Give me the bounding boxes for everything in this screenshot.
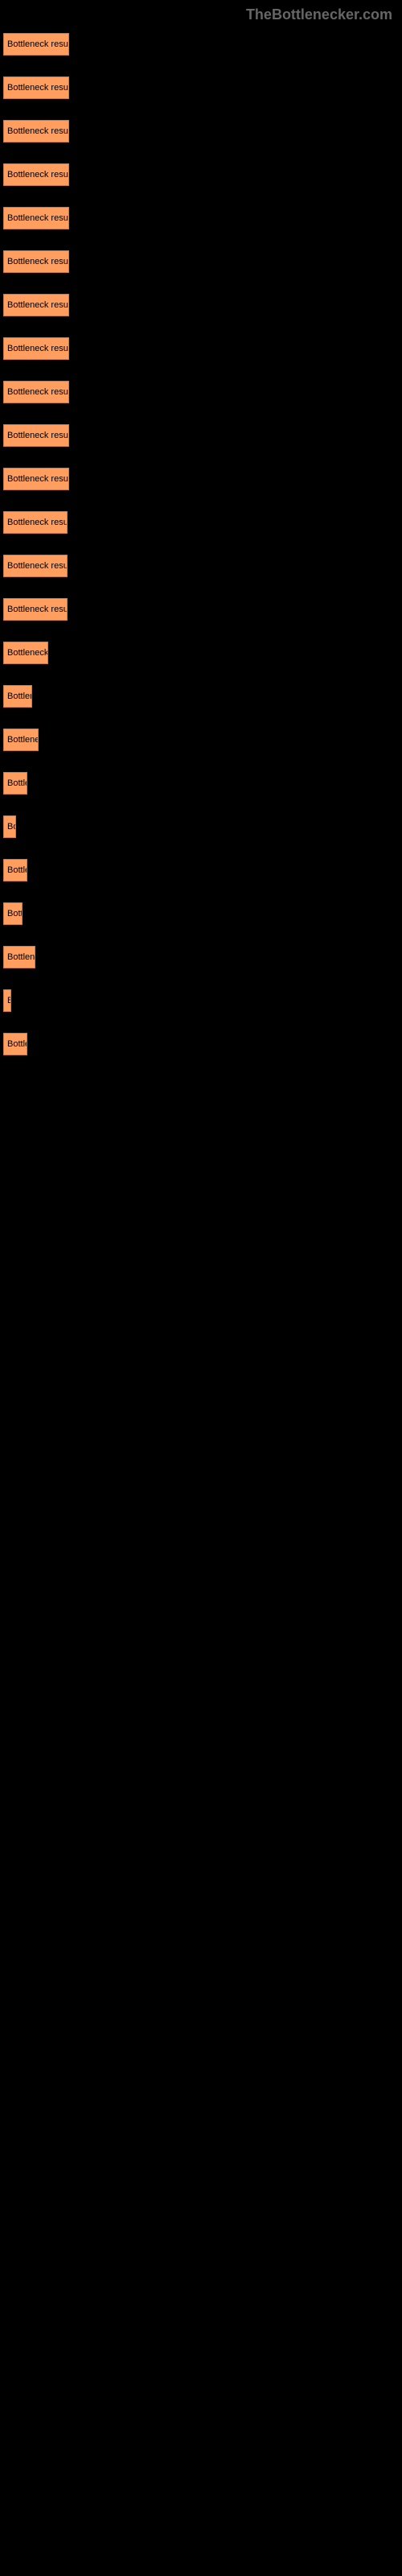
bar-row: Bottle [3, 859, 399, 881]
chart-bar: Bottleneck result [3, 33, 69, 56]
bar-label: Bottleneck result [7, 170, 69, 180]
bar-label: Bottleneck result [7, 518, 68, 527]
bar-row: Bottle [3, 1033, 399, 1055]
bar-label: Bottleneck result [7, 126, 69, 136]
bar-row: Bottleneck result [3, 207, 399, 229]
bar-row: Bottleneck [3, 729, 399, 751]
bar-row: Bo [3, 815, 399, 838]
bar-row: Bottleneck result [3, 76, 399, 99]
chart-bar: Bottleneck result [3, 381, 69, 403]
chart-bar: Bo [3, 815, 16, 838]
chart-bar: Bottleneck result [3, 250, 69, 273]
bar-label: Bottleneck result [7, 300, 69, 310]
bar-label: Bottleneck [7, 735, 39, 745]
chart-bar: Bottleneck result [3, 207, 69, 229]
bar-label: Bottleneck result [7, 257, 69, 266]
bar-row: Bottleneck r [3, 642, 399, 664]
chart-bar: Bottle [3, 1033, 27, 1055]
chart-bar: Bottleneck result [3, 511, 68, 534]
bar-row: Bottleneck result [3, 33, 399, 56]
chart-bar: Bottle [3, 772, 27, 795]
chart-bar: Bottleneck result [3, 598, 68, 621]
chart-bar: Bottleneck result [3, 424, 69, 447]
bar-label: Bottleneck result [7, 561, 68, 571]
chart-bar: Bottleneck result [3, 337, 69, 360]
chart-bar: Bottleneck result [3, 120, 69, 142]
chart-bar: B [3, 989, 11, 1012]
chart-bar: Bottleneck result [3, 163, 69, 186]
bar-row: Bottleneck result [3, 511, 399, 534]
bar-row: Bottleneck result [3, 555, 399, 577]
bar-row: Bottleneck result [3, 120, 399, 142]
bar-row: B [3, 989, 399, 1012]
bar-row: Bottleneck result [3, 381, 399, 403]
bar-label: Bottlen [7, 691, 32, 701]
bar-label: B [7, 996, 11, 1005]
chart-bar: Bottlen [3, 685, 32, 708]
bar-label: Bo [7, 822, 16, 832]
bar-row: Bottlene [3, 946, 399, 968]
bar-label: Bottle [7, 778, 27, 788]
chart-bar: Bottleneck result [3, 76, 69, 99]
bar-label: Bottle [7, 1039, 27, 1049]
bar-label: Bottlene [7, 952, 35, 962]
bar-label: Bottleneck r [7, 648, 48, 658]
bar-row: Bottle [3, 772, 399, 795]
bar-row: Bottleneck result [3, 598, 399, 621]
bar-label: Bottleneck result [7, 344, 69, 353]
bar-label: Bottleneck result [7, 39, 69, 49]
bar-label: Bott [7, 909, 23, 919]
chart-bar: Bottlene [3, 946, 35, 968]
chart-bar: Bottle [3, 859, 27, 881]
bar-label: Bottleneck result [7, 213, 69, 223]
bar-label: Bottleneck result [7, 387, 69, 397]
chart-bar: Bottleneck result [3, 555, 68, 577]
bar-label: Bottleneck result [7, 474, 69, 484]
bar-row: Bott [3, 902, 399, 925]
bar-row: Bottlen [3, 685, 399, 708]
chart-bar: Bottleneck result [3, 294, 69, 316]
bar-row: Bottleneck result [3, 424, 399, 447]
bar-row: Bottleneck result [3, 337, 399, 360]
site-title: TheBottlenecker.com [246, 6, 392, 23]
chart-bar: Bottleneck result [3, 468, 69, 490]
bar-row: Bottleneck result [3, 163, 399, 186]
bar-label: Bottleneck result [7, 431, 69, 440]
bar-chart: Bottleneck result Bottleneck result Bottle… [0, 33, 402, 1055]
header: TheBottlenecker.com [0, 0, 402, 33]
bar-label: Bottleneck result [7, 605, 68, 614]
chart-bar: Bott [3, 902, 23, 925]
bar-row: Bottleneck result [3, 250, 399, 273]
bar-label: Bottleneck result [7, 83, 69, 93]
bar-row: Bottleneck result [3, 468, 399, 490]
chart-bar: Bottleneck r [3, 642, 48, 664]
bar-row: Bottleneck result [3, 294, 399, 316]
chart-bar: Bottleneck [3, 729, 39, 751]
bar-label: Bottle [7, 865, 27, 875]
